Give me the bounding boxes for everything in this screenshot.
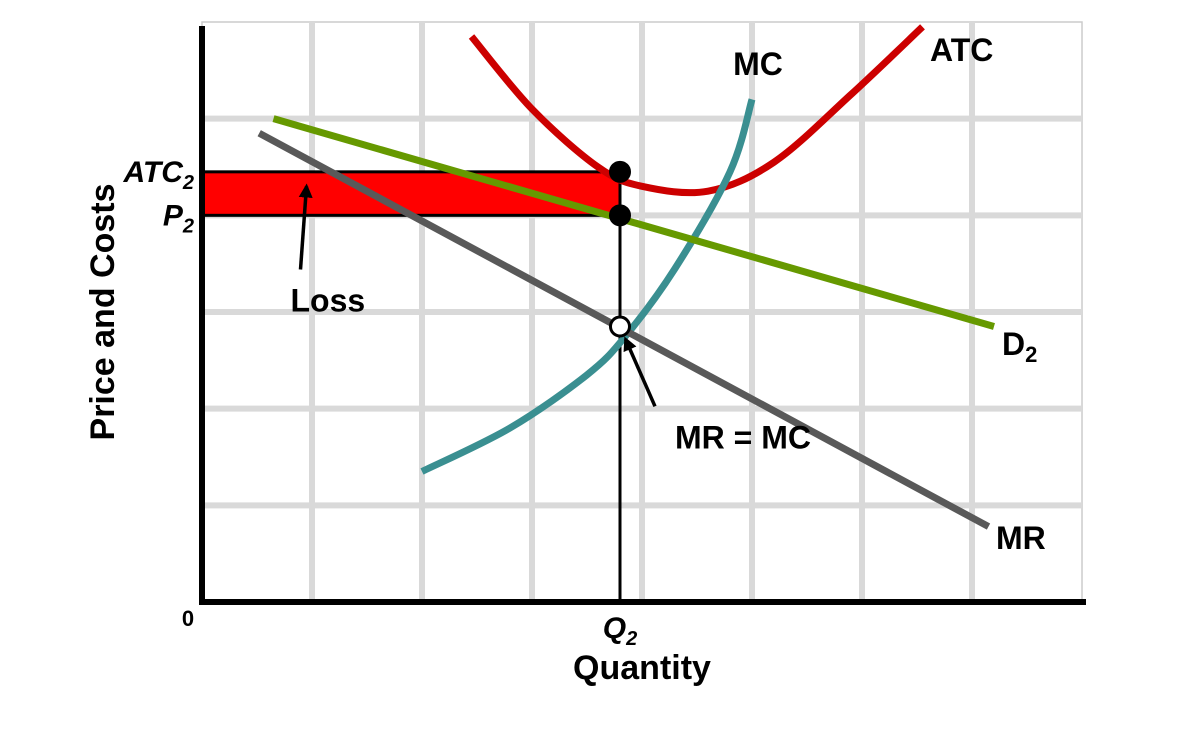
axes xyxy=(199,26,1086,605)
marked-point xyxy=(609,160,631,183)
series-label-mc: MC xyxy=(733,46,783,82)
series-d2-curve xyxy=(272,115,995,330)
loss-area-layer xyxy=(200,170,622,217)
annotation-loss-label: Loss xyxy=(291,283,366,319)
origin-label: 0 xyxy=(182,606,194,631)
series-mc-curve xyxy=(420,98,756,475)
tick-label-layer: ATC2 P2 Q2 xyxy=(122,156,637,650)
annotation-layer: Loss MR = MC xyxy=(291,183,811,455)
mr-mc-intersection-point xyxy=(609,315,631,338)
series-label-atc: ATC xyxy=(930,32,993,68)
y-tick-label: ATC2 xyxy=(122,156,194,194)
point-layer xyxy=(609,160,631,338)
y-tick-label: P2 xyxy=(163,199,194,237)
x-tick-label: Q2 xyxy=(603,612,637,650)
series-label-d2: D2 xyxy=(1002,326,1037,367)
y-axis-label: Price and Costs xyxy=(84,184,122,441)
annotation-mr-mc-arrow xyxy=(623,336,657,408)
marked-point xyxy=(609,204,631,227)
x-axis-label: Quantity xyxy=(573,649,711,687)
loss-rectangle xyxy=(200,170,622,217)
series-label-mr: MR xyxy=(996,520,1046,556)
annotation-loss-arrow xyxy=(298,183,313,270)
series-atc-curve xyxy=(468,24,925,197)
series-label-layer: ATC MC D2 MR xyxy=(733,32,1046,556)
annotation-mr-mc-label: MR = MC xyxy=(675,419,811,455)
